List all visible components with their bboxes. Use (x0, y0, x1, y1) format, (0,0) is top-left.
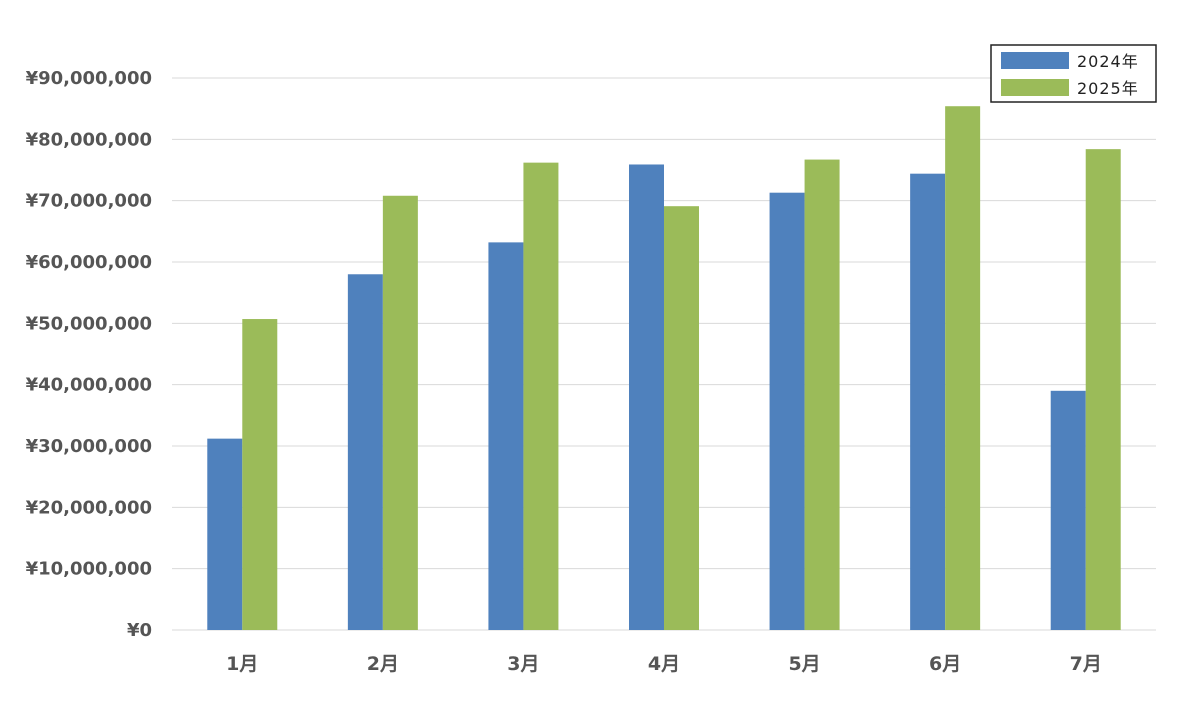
bar-2025年-2月 (382, 195, 418, 630)
legend-label-2025: 2025年 (1077, 79, 1139, 98)
x-tick-label: 1月 (226, 653, 258, 675)
bar-2024年-6月 (910, 173, 946, 630)
bar-2024年-7月 (1050, 390, 1086, 630)
bar-2024年-4月 (629, 164, 664, 631)
y-tick-label: ¥40,000,000 (26, 375, 152, 396)
legend-swatch-2025 (1001, 79, 1069, 96)
bar-2024年-5月 (769, 192, 805, 630)
x-tick-label: 6月 (929, 653, 961, 675)
bars (207, 106, 1121, 631)
x-tick-label: 3月 (507, 653, 539, 675)
y-tick-label: ¥20,000,000 (26, 497, 152, 518)
x-tick-label: 5月 (788, 653, 820, 675)
bar-2025年-5月 (804, 159, 840, 630)
bar-2025年-4月 (664, 206, 699, 631)
x-tick-label: 2月 (367, 653, 399, 675)
y-tick-label: ¥90,000,000 (26, 68, 152, 89)
y-tick-label: ¥30,000,000 (26, 436, 152, 457)
bar-2025年-6月 (945, 106, 981, 631)
y-axis-tick-labels: ¥0 ¥10,000,000 ¥20,000,000 ¥30,000,000 ¥40,0… (26, 68, 152, 641)
bar-2024年-2月 (347, 274, 383, 630)
bar-2024年-3月 (488, 242, 524, 630)
legend-swatch-2024 (1001, 52, 1069, 69)
bar-2024年-1月 (207, 438, 243, 630)
y-tick-label: ¥0 (127, 620, 152, 641)
x-tick-label: 4月 (648, 653, 680, 675)
bar-2025年-3月 (523, 162, 559, 630)
y-tick-label: ¥80,000,000 (26, 129, 152, 150)
bar-2025年-7月 (1085, 149, 1121, 630)
bar-2025年-1月 (242, 319, 278, 630)
y-tick-label: ¥60,000,000 (26, 252, 152, 273)
y-tick-label: ¥50,000,000 (26, 313, 152, 334)
legend-label-2024: 2024年 (1077, 52, 1139, 71)
y-tick-label: ¥10,000,000 (26, 559, 152, 580)
legend: 2024年 2025年 (990, 44, 1157, 103)
y-tick-label: ¥70,000,000 (26, 191, 152, 212)
x-tick-label: 7月 (1070, 653, 1102, 675)
x-axis-tick-labels: 1月 2月 3月 4月 5月 6月 7月 (226, 653, 1102, 675)
